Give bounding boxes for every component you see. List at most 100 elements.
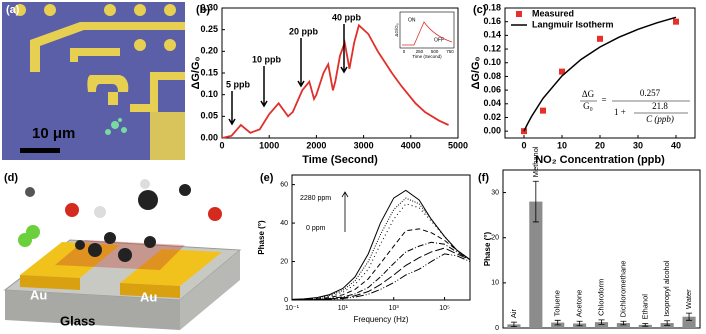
category-label: Methanol bbox=[531, 146, 540, 177]
equation: G₀ bbox=[583, 101, 593, 111]
y-tick-label: 0.12 bbox=[483, 43, 501, 53]
y-tick-label: 0.02 bbox=[483, 112, 501, 122]
annotation-arrow bbox=[228, 91, 236, 126]
legend-label: Measured bbox=[532, 8, 574, 18]
electrode-label: Au bbox=[140, 289, 157, 304]
x-tick-label: 1000 bbox=[259, 140, 279, 150]
annotation: 2280 ppm bbox=[300, 195, 331, 202]
x-tick-label: 10¹ bbox=[338, 305, 349, 312]
inset-x-label: Time (Second) bbox=[412, 54, 442, 59]
bar bbox=[682, 316, 696, 328]
bar bbox=[616, 323, 630, 328]
equation: = bbox=[601, 95, 606, 105]
annotation-arrow bbox=[341, 191, 349, 232]
annotation-arrow bbox=[260, 66, 268, 108]
panel-label: (c) bbox=[473, 4, 487, 16]
x-tick-label: 40 bbox=[671, 140, 681, 150]
error-bar bbox=[554, 319, 561, 326]
x-tick-label: 5000 bbox=[448, 140, 468, 150]
data-line bbox=[291, 253, 471, 301]
y-tick-label: 0.08 bbox=[483, 71, 501, 81]
y-tick-label: 10 bbox=[491, 280, 499, 287]
x-axis-label: Time (Second) bbox=[302, 154, 378, 166]
error-bar bbox=[510, 321, 517, 328]
y-axis-label: ΔG/G₀ bbox=[470, 56, 482, 89]
y-tick-label: 0.10 bbox=[483, 57, 501, 67]
panel-label: (b) bbox=[196, 4, 210, 16]
category-label: Chloroform bbox=[596, 279, 605, 316]
data-line bbox=[292, 247, 471, 301]
y-tick-label: 0.20 bbox=[200, 46, 218, 56]
y-axis-label: Phase (°) bbox=[257, 220, 266, 255]
annotation-arrow bbox=[340, 24, 348, 74]
x-tick-label: 10⁵ bbox=[439, 305, 450, 312]
inset-tick-label: 750 bbox=[446, 49, 454, 54]
annotation: 20 ppb bbox=[289, 26, 319, 36]
annotation: 5 ppb bbox=[226, 79, 251, 89]
error-bar bbox=[532, 180, 539, 223]
inset-y-label: ΔG/G₀ bbox=[394, 23, 399, 36]
electrode-label: Au bbox=[30, 287, 47, 302]
inset-tick-label: 500 bbox=[431, 49, 439, 54]
category-label: Ethanol bbox=[640, 294, 649, 320]
annotation: 10 ppb bbox=[252, 54, 282, 64]
error-bar bbox=[598, 319, 605, 325]
data-line bbox=[291, 197, 471, 300]
data-line bbox=[523, 16, 677, 132]
equation: 21.8 bbox=[652, 101, 668, 111]
data-point bbox=[540, 107, 546, 114]
category-label: Acetone bbox=[575, 290, 584, 318]
y-tick-label: 0.00 bbox=[200, 132, 218, 142]
scale-bar-label: 10 μm bbox=[32, 125, 75, 142]
legend-label: Langmuir Isotherm bbox=[532, 19, 614, 29]
inset-curve bbox=[402, 21, 453, 46]
y-tick-label: 0.14 bbox=[483, 30, 501, 40]
data-line bbox=[291, 241, 471, 301]
error-bar bbox=[686, 312, 693, 321]
y-axis-label: Phase (°) bbox=[483, 232, 492, 267]
x-tick-label: 10 bbox=[557, 140, 567, 150]
y-tick-label: 0.05 bbox=[200, 111, 218, 121]
data-point bbox=[597, 35, 603, 42]
equation: 0.257 bbox=[640, 88, 661, 98]
category-label: Isopropyl alcohol bbox=[662, 260, 671, 317]
bar bbox=[551, 322, 565, 328]
bar bbox=[594, 322, 609, 328]
y-tick-label: 0 bbox=[495, 325, 499, 332]
panel-label: (a) bbox=[6, 4, 20, 16]
y-tick-label: 0 bbox=[284, 297, 288, 304]
equation: C (ppb) bbox=[646, 114, 674, 124]
category-label: Toluene bbox=[553, 290, 562, 316]
inset-tick-label: 250 bbox=[416, 49, 424, 54]
x-tick-label: 2000 bbox=[306, 140, 326, 150]
panel-label: (f) bbox=[478, 172, 489, 184]
x-tick-label: 4000 bbox=[401, 140, 421, 150]
data-line bbox=[291, 189, 471, 300]
inset-off: OFF bbox=[434, 37, 444, 43]
substrate-label: Glass bbox=[60, 313, 95, 328]
y-tick-label: 30 bbox=[491, 189, 499, 196]
micrograph bbox=[2, 2, 185, 160]
annotation: 0 ppm bbox=[306, 225, 326, 232]
error-bar bbox=[664, 320, 671, 326]
y-tick-label: 0.18 bbox=[483, 2, 501, 12]
error-bar bbox=[576, 320, 583, 327]
category-label: Air bbox=[509, 308, 518, 318]
y-tick-label: 20 bbox=[491, 235, 499, 242]
x-tick-label: 0 bbox=[219, 140, 224, 150]
y-tick-label: 20 bbox=[280, 258, 288, 265]
panel-label: (e) bbox=[260, 172, 274, 184]
electrodes bbox=[14, 4, 185, 160]
data-line bbox=[221, 23, 449, 139]
annotation: 40 ppb bbox=[332, 12, 362, 22]
inset-tick-label: 0 bbox=[403, 49, 406, 54]
x-axis-label: Frequency (Hz) bbox=[353, 315, 408, 324]
y-tick-label: 0.06 bbox=[483, 84, 501, 94]
plot-frame bbox=[291, 174, 471, 301]
error-bar bbox=[642, 323, 649, 327]
y-tick-label: 0.16 bbox=[483, 16, 501, 26]
x-axis-label: NO₂ Concentration (ppb) bbox=[535, 154, 665, 166]
inset-on: ON bbox=[408, 17, 416, 23]
inset-frame bbox=[399, 11, 455, 49]
